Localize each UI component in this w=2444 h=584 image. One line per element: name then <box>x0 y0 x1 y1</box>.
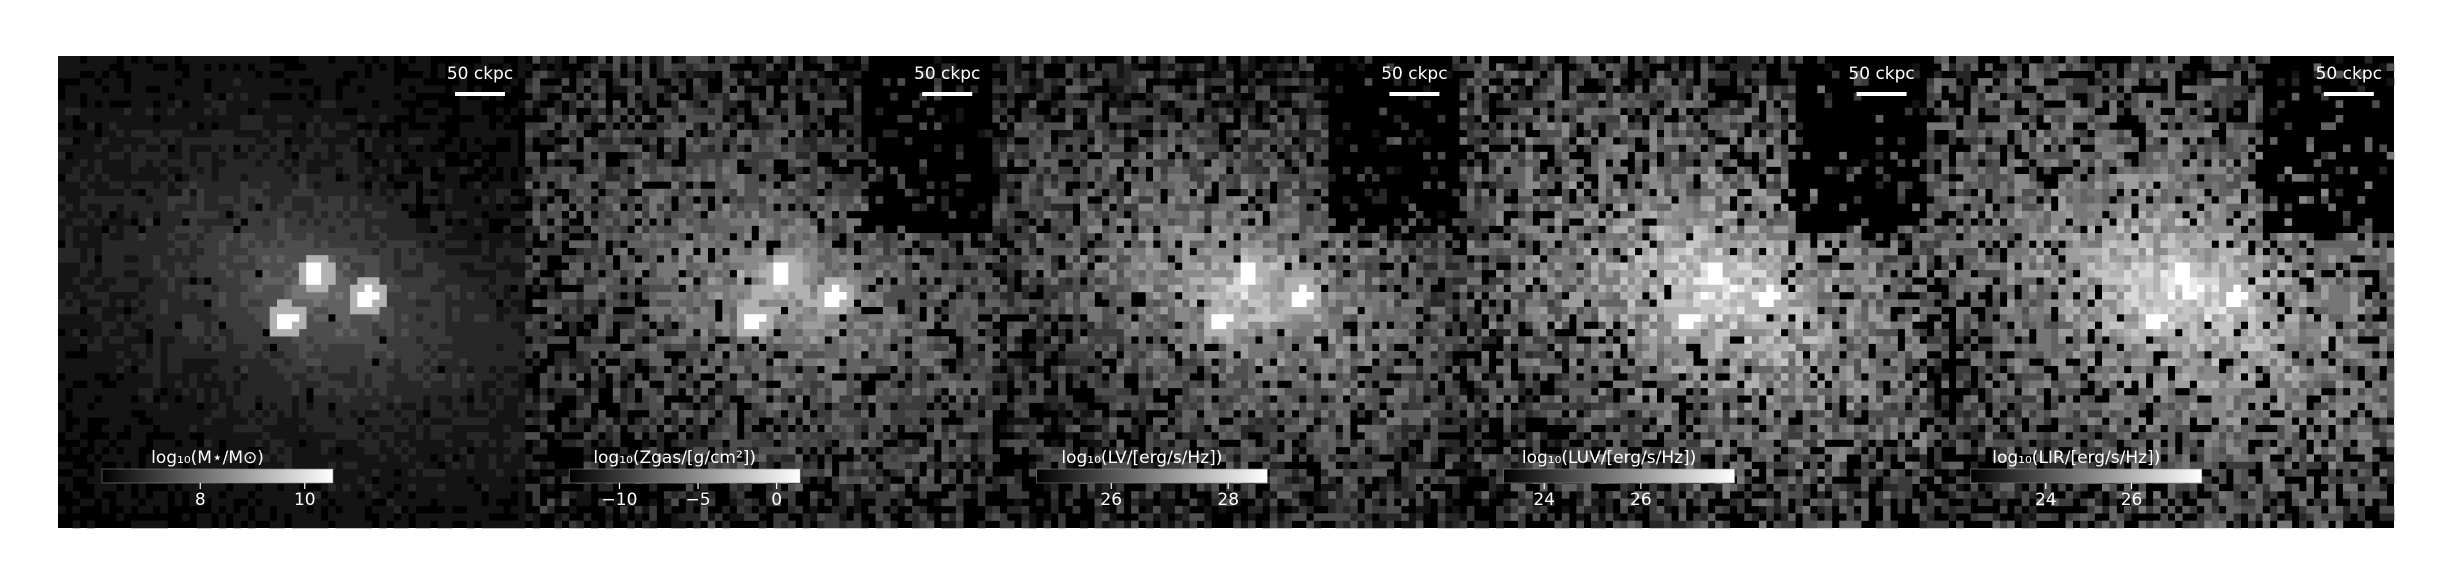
pixel-map <box>525 92 993 492</box>
pixel-map <box>1934 107 2395 470</box>
colorbar-tick-label: 26 <box>1100 490 1122 510</box>
pixel-map <box>1678 262 1782 330</box>
pixel-map <box>744 262 847 330</box>
pixel-map <box>291 284 343 308</box>
pixel-map <box>1138 225 1365 367</box>
colorbar-label: log₁₀(Zgas/[g/cm²]) <box>593 448 756 468</box>
pixel-map <box>58 78 526 514</box>
pixel-map <box>1693 262 1760 322</box>
pixel-map <box>1525 166 1920 418</box>
pixel-map <box>2145 262 2249 330</box>
panel: 50 ckpc log₁₀(M⋆/M⊙) 8 10 <box>58 56 526 529</box>
pixel-map <box>277 262 380 330</box>
colorbar-tick-label: 24 <box>1533 490 1555 510</box>
panel: 50 ckpc log₁₀(LUV/[erg/s/Hz]) 24 26 <box>1459 56 1928 529</box>
colorbar-label: log₁₀(LIR/[erg/s/Hz]) <box>1992 448 2160 468</box>
pixel-map <box>2160 269 2227 322</box>
pixel-map <box>1664 247 1767 344</box>
colorbar-label: log₁₀(M⋆/M⊙) <box>151 448 264 468</box>
pixel-map <box>2087 218 2271 367</box>
pixel-map <box>1080 181 1395 396</box>
pixel-map <box>773 284 781 293</box>
pixel-map <box>1240 292 1249 300</box>
scale-label: 50 ckpc <box>2316 64 2382 84</box>
panel: 50 ckpc log₁₀(LV/[erg/s/Hz]) 26 28 <box>992 56 1460 529</box>
colorbar-label: log₁₀(LV/[erg/s/Hz]) <box>1061 448 1222 468</box>
pixel-map <box>1583 203 1855 389</box>
pixel-map <box>1226 277 1249 293</box>
colorbar-tick-label: 24 <box>2035 490 2057 510</box>
colorbar-tick-label: 26 <box>1630 490 1652 510</box>
pixel-map <box>1926 63 2395 529</box>
scale-label: 50 ckpc <box>914 64 980 84</box>
panel: 50 ckpc log₁₀(Zgas/[g/cm²]) −10 −5 0 <box>525 56 993 529</box>
pixel-map <box>1211 255 1278 330</box>
colorbar <box>1970 468 2203 484</box>
colorbar <box>1036 468 1268 484</box>
pixel-map <box>1926 56 2395 529</box>
pixel-map <box>992 78 1460 507</box>
pixel-map <box>598 166 957 411</box>
pixel-map <box>1211 262 1314 330</box>
colorbar-label: log₁₀(LUV/[erg/s/Hz]) <box>1522 448 1696 468</box>
panel: 50 ckpc log₁₀(LIR/[erg/s/Hz]) 24 26 <box>1926 56 2395 529</box>
colorbar-tick-label: −10 <box>602 490 638 510</box>
colorbar <box>568 468 801 484</box>
colorbar <box>101 468 334 484</box>
scale-label: 50 ckpc <box>1381 64 1447 84</box>
colorbar <box>1503 468 1735 484</box>
pixel-map <box>1459 63 1928 529</box>
pixel-map <box>255 255 380 337</box>
colorbar-tick-label: 28 <box>1217 490 1239 510</box>
pixel-map <box>992 56 1460 529</box>
pixel-map <box>1620 225 1818 367</box>
pixel-map <box>2123 247 2256 330</box>
colorbar-tick-label: 10 <box>294 490 316 510</box>
colorbar-tick-label: 26 <box>2121 490 2143 510</box>
scale-label: 50 ckpc <box>1848 64 1914 84</box>
pixel-map <box>525 56 993 529</box>
scale-label: 50 ckpc <box>447 64 513 84</box>
colorbar-tick-label: −5 <box>686 490 711 510</box>
colorbar-tick-label: 0 <box>771 490 782 510</box>
colorbar-tick-label: 8 <box>195 490 206 510</box>
